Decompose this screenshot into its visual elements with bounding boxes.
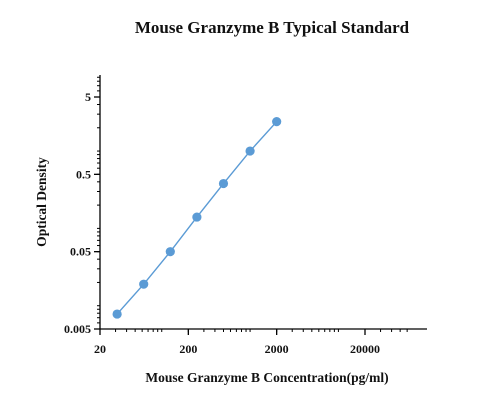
- data-point: [218, 178, 229, 189]
- x-tick-label: 200: [179, 342, 197, 356]
- x-tick-label: 2000: [265, 342, 289, 356]
- data-point: [192, 212, 202, 222]
- y-tick-label: 0.005: [64, 322, 91, 336]
- data-point: [245, 146, 255, 156]
- data-point: [139, 279, 149, 289]
- x-tick-label: 20000: [350, 342, 380, 356]
- x-tick-label: 20: [94, 342, 106, 356]
- data-point: [112, 309, 122, 319]
- y-tick-label: 5: [85, 90, 91, 104]
- x-axis-label: Mouse Granzyme B Concentration(pg/ml): [145, 370, 389, 385]
- chart-title: Mouse Granzyme B Typical Standard: [134, 18, 410, 37]
- data-point: [165, 247, 175, 257]
- y-tick-label: 0.5: [76, 167, 91, 181]
- data-point: [272, 117, 282, 127]
- y-tick-label: 0.05: [70, 245, 91, 259]
